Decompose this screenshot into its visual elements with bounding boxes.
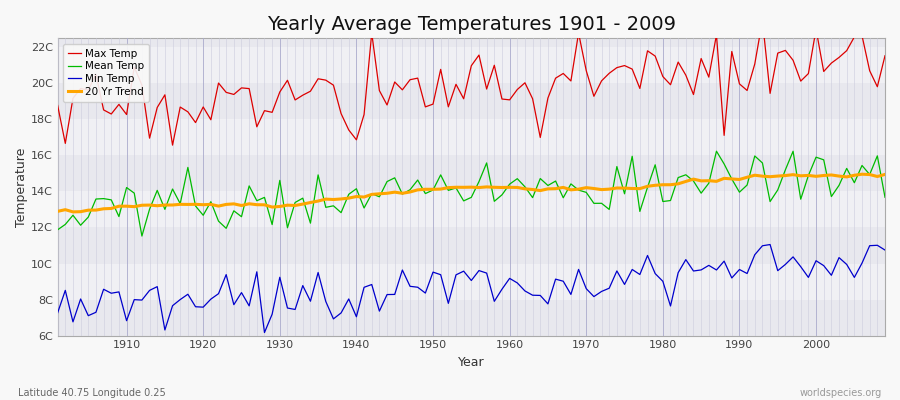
Text: worldspecies.org: worldspecies.org: [800, 388, 882, 398]
Mean Temp: [336, 210, 346, 215]
Mean Temp: [113, 214, 124, 219]
Text: Latitude 40.75 Longitude 0.25: Latitude 40.75 Longitude 0.25: [18, 388, 166, 398]
Bar: [58, 120, 885, 156]
Min Temp: [512, 280, 523, 285]
Mean Temp: [290, 200, 301, 205]
Mean Temp: [137, 234, 148, 238]
Bar: [58, 83, 885, 120]
Legend: Max Temp, Mean Temp, Min Temp, 20 Yr Trend: Max Temp, Mean Temp, Min Temp, 20 Yr Tre…: [63, 44, 149, 102]
20 Yr Trend: [52, 209, 63, 214]
Line: Max Temp: Max Temp: [58, 20, 885, 145]
Min Temp: [765, 242, 776, 247]
Mean Temp: [604, 207, 615, 212]
Min Temp: [336, 310, 346, 315]
X-axis label: Year: Year: [458, 356, 484, 369]
Line: Mean Temp: Mean Temp: [58, 151, 885, 236]
20 Yr Trend: [122, 204, 132, 208]
Bar: [58, 264, 885, 300]
Bar: [58, 228, 885, 264]
Title: Yearly Average Temperatures 1901 - 2009: Yearly Average Temperatures 1901 - 2009: [266, 15, 676, 34]
Mean Temp: [879, 195, 890, 200]
Bar: [58, 192, 885, 228]
Mean Temp: [504, 182, 515, 186]
Line: Min Temp: Min Temp: [58, 244, 885, 332]
Mean Temp: [512, 176, 523, 181]
Mean Temp: [52, 227, 63, 232]
Max Temp: [504, 98, 515, 102]
20 Yr Trend: [504, 185, 515, 190]
Max Temp: [52, 103, 63, 108]
20 Yr Trend: [290, 203, 301, 208]
20 Yr Trend: [512, 185, 523, 190]
Min Temp: [504, 276, 515, 281]
Min Temp: [604, 286, 615, 291]
Max Temp: [604, 71, 615, 76]
20 Yr Trend: [879, 172, 890, 177]
Bar: [58, 47, 885, 83]
20 Yr Trend: [857, 172, 868, 177]
Max Temp: [879, 53, 890, 58]
Max Temp: [113, 102, 124, 107]
Max Temp: [290, 98, 301, 102]
Y-axis label: Temperature: Temperature: [15, 147, 28, 227]
Min Temp: [879, 248, 890, 252]
Max Temp: [167, 143, 178, 148]
20 Yr Trend: [68, 210, 78, 214]
Min Temp: [52, 310, 63, 315]
Max Temp: [512, 87, 523, 92]
Max Temp: [336, 111, 346, 116]
Min Temp: [290, 307, 301, 312]
20 Yr Trend: [336, 196, 346, 201]
Min Temp: [113, 290, 124, 294]
20 Yr Trend: [604, 187, 615, 192]
Min Temp: [259, 330, 270, 335]
Line: 20 Yr Trend: 20 Yr Trend: [58, 174, 885, 212]
Bar: [58, 156, 885, 192]
Max Temp: [757, 18, 768, 23]
Mean Temp: [711, 149, 722, 154]
Bar: [58, 300, 885, 336]
